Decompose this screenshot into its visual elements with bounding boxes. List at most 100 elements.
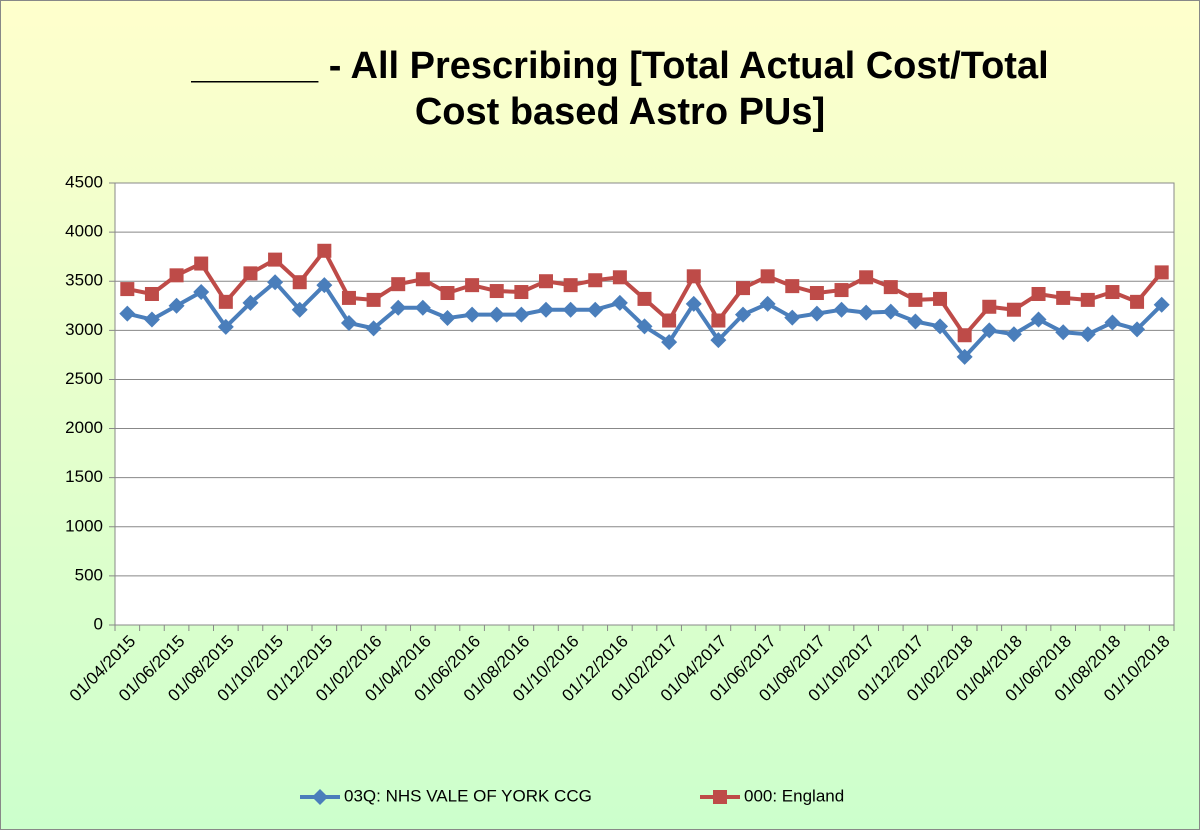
data-point [144, 286, 159, 301]
data-point [908, 292, 923, 307]
data-point [956, 348, 973, 365]
data-point [808, 305, 825, 322]
data-point [1153, 296, 1170, 313]
y-tick-label: 1000 [65, 516, 103, 535]
data-point [685, 295, 702, 312]
data-point [562, 301, 579, 318]
data-point [686, 269, 701, 284]
data-point [1056, 290, 1071, 305]
data-point [218, 294, 233, 309]
data-point [1030, 311, 1047, 328]
data-point [1079, 326, 1096, 343]
data-point [513, 306, 530, 323]
data-point [291, 301, 308, 318]
data-point [883, 280, 898, 295]
data-point [415, 272, 430, 287]
data-point [588, 273, 603, 288]
data-point [316, 277, 333, 294]
data-point [119, 305, 136, 322]
data-point [809, 286, 824, 301]
data-point [194, 256, 209, 271]
data-point [1031, 286, 1046, 301]
data-point [735, 306, 752, 323]
y-tick-label: 2500 [65, 369, 103, 388]
data-point [168, 297, 185, 314]
legend-marker [312, 789, 328, 805]
data-point [340, 314, 357, 331]
data-point [1006, 302, 1021, 317]
data-point [1080, 292, 1095, 307]
data-point [736, 281, 751, 296]
data-point [120, 282, 135, 297]
data-point [1105, 285, 1120, 300]
data-point [537, 301, 554, 318]
data-point [957, 328, 972, 343]
y-tick-label: 500 [75, 565, 103, 584]
data-point [662, 313, 677, 328]
y-tick-label: 2000 [65, 418, 103, 437]
data-point [982, 299, 997, 314]
data-point [882, 303, 899, 320]
data-point [365, 320, 382, 337]
data-point [193, 284, 210, 301]
data-point [341, 290, 356, 305]
data-point [242, 294, 259, 311]
y-tick-label: 3500 [65, 271, 103, 290]
data-point [268, 252, 283, 267]
y-tick-label: 0 [94, 614, 103, 633]
plot-area [114, 182, 1175, 626]
data-point [1129, 321, 1146, 338]
y-tick-label: 1500 [65, 467, 103, 486]
data-point [217, 318, 234, 335]
data-point [489, 284, 504, 299]
data-point [439, 310, 456, 327]
data-point [933, 291, 948, 306]
data-point [292, 275, 307, 290]
data-point [587, 301, 604, 318]
data-point [563, 278, 578, 293]
data-point [858, 304, 875, 321]
data-point [637, 291, 652, 306]
data-point [169, 268, 184, 283]
legend-marker [713, 790, 727, 804]
data-point [267, 274, 284, 291]
data-point [514, 285, 529, 300]
data-point [538, 274, 553, 289]
data-point [143, 311, 160, 328]
data-point [833, 301, 850, 318]
data-point [834, 283, 849, 298]
data-point [859, 270, 874, 285]
data-point [760, 269, 775, 284]
data-point [710, 332, 727, 349]
data-point [711, 313, 726, 328]
data-point [907, 313, 924, 330]
data-point [1130, 294, 1145, 309]
data-point [784, 309, 801, 326]
y-tick-label: 3000 [65, 320, 103, 339]
data-point [243, 266, 258, 281]
data-point [317, 243, 332, 258]
data-point [488, 306, 505, 323]
data-point [611, 294, 628, 311]
data-point [1154, 265, 1169, 280]
chart-title: ______ - All Prescribing [Total Actual C… [190, 45, 1048, 87]
data-point [1005, 326, 1022, 343]
data-point [465, 278, 480, 293]
data-point [981, 322, 998, 339]
legend-label: 03Q: NHS VALE OF YORK CCG [344, 786, 592, 805]
data-point [636, 318, 653, 335]
y-tick-label: 4000 [65, 222, 103, 241]
data-point [366, 292, 381, 307]
data-point [414, 299, 431, 316]
data-point [612, 270, 627, 285]
data-point [1055, 324, 1072, 341]
data-point [785, 279, 800, 294]
data-point [1104, 314, 1121, 331]
data-point [390, 299, 407, 316]
data-point [464, 306, 481, 323]
data-point [661, 334, 678, 351]
data-point [391, 277, 406, 292]
data-point [759, 295, 776, 312]
